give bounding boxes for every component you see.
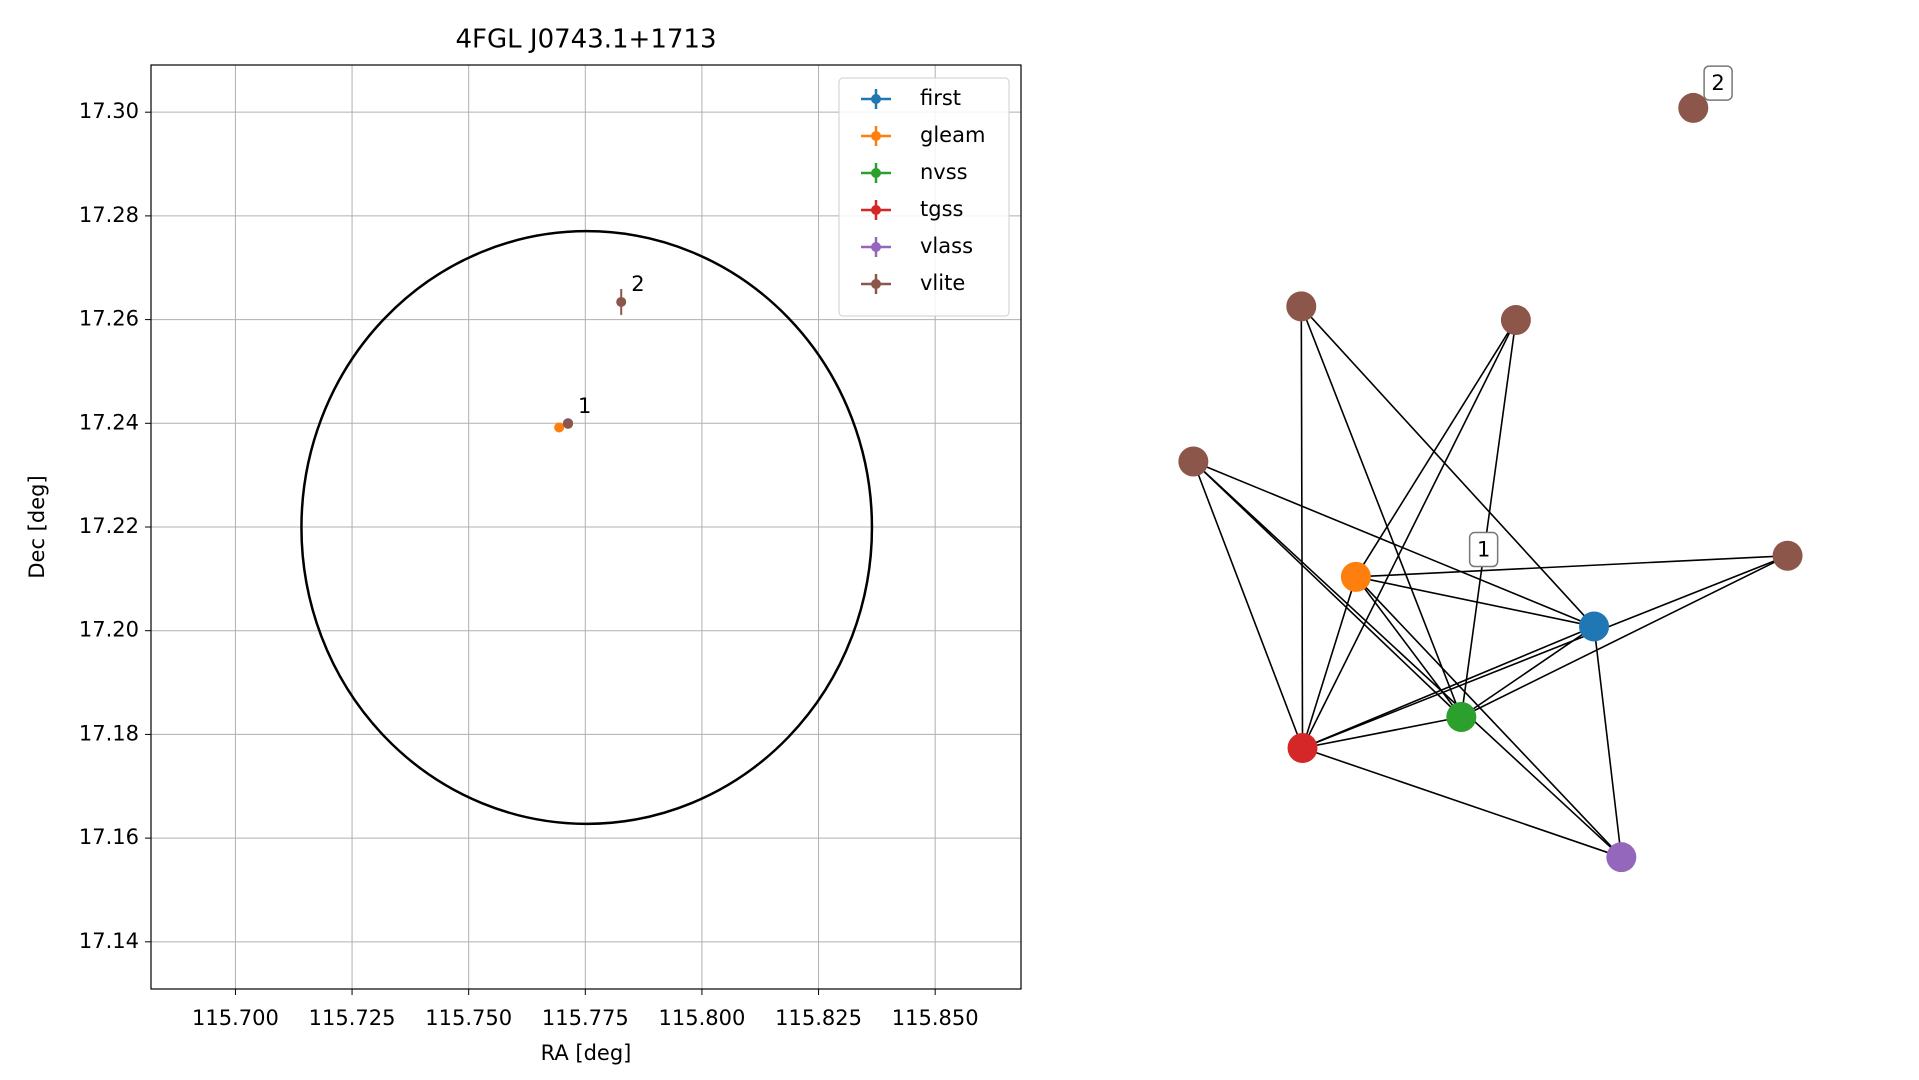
data-point (616, 296, 627, 307)
graph-edge (1302, 625, 1595, 749)
legend-marker (871, 131, 881, 141)
graph-edge (1355, 576, 1622, 858)
y-tick-label: 17.16 (79, 825, 139, 849)
graph-edge (1192, 461, 1304, 749)
graph-edge (1301, 319, 1517, 749)
graph-edge (1193, 460, 1595, 628)
graph-edge (1355, 319, 1517, 578)
legend-marker (871, 94, 881, 104)
graph-node (1579, 611, 1610, 642)
graph-node (1446, 702, 1477, 733)
legend-label: tgss (920, 197, 963, 221)
annotation: 1 (578, 394, 591, 418)
data-point (554, 422, 565, 433)
y-tick-label: 17.28 (79, 203, 139, 227)
y-tick-label: 17.24 (79, 410, 139, 434)
legend-box (838, 77, 1010, 317)
graph-edge (1192, 460, 1462, 718)
graph-node (1178, 446, 1209, 477)
x-tick-label: 115.700 (192, 1006, 279, 1030)
graph-node (1772, 540, 1803, 571)
chart-title: 4FGL J0743.1+1713 (456, 25, 717, 55)
graph-node (1606, 842, 1637, 873)
y-tick-label: 17.30 (79, 99, 139, 123)
legend-label: nvss (920, 160, 968, 184)
legend-marker (871, 168, 881, 178)
graph-edge (1355, 554, 1788, 578)
error-ellipse (300, 229, 874, 826)
y-tick-label: 17.18 (79, 721, 139, 745)
plot-frame (150, 64, 1022, 990)
legend-label: vlite (920, 271, 965, 295)
x-tick-label: 115.750 (425, 1006, 512, 1030)
x-tick-label: 115.725 (309, 1006, 396, 1030)
graph-edge (1302, 555, 1788, 749)
graph-edge (1302, 747, 1622, 858)
graph-edge (1460, 319, 1517, 718)
graph-edge (1460, 625, 1595, 718)
graph-edge (1302, 716, 1462, 749)
graph-node (1286, 291, 1317, 322)
y-tick-label: 17.14 (79, 929, 139, 953)
node-label: 2 (1711, 71, 1724, 95)
legend-marker (871, 279, 881, 289)
graph-edge (1300, 305, 1595, 627)
graph-edge (1593, 626, 1623, 858)
graph-node (1500, 305, 1531, 336)
y-axis-label: Dec [deg] (25, 475, 49, 578)
graph-node (1287, 733, 1318, 764)
graph-node (1340, 561, 1371, 592)
graph-edge (1300, 306, 1463, 718)
graph-edge (1300, 306, 1304, 749)
annotation: 2 (631, 272, 644, 296)
y-tick-label: 17.20 (79, 618, 139, 642)
x-tick-label: 115.800 (659, 1006, 746, 1030)
legend-label: first (920, 86, 961, 110)
graph-node (1678, 92, 1709, 123)
data-point (563, 418, 574, 429)
node-label-box (1468, 531, 1499, 568)
node-label: 1 (1477, 538, 1490, 562)
x-tick-label: 115.850 (892, 1006, 979, 1030)
legend-marker (871, 242, 881, 252)
legend-label: vlass (920, 234, 973, 258)
network-graph: 12 (1178, 65, 1803, 873)
graph-edge (1301, 576, 1357, 749)
y-tick-label: 17.26 (79, 307, 139, 331)
legend-label: gleam (920, 123, 985, 147)
x-tick-label: 115.775 (542, 1006, 629, 1030)
node-label-box (1703, 65, 1733, 101)
graph-edge (1192, 460, 1622, 858)
graph-edge (1460, 555, 1788, 718)
x-tick-label: 115.825 (775, 1006, 862, 1030)
graph-edge (1355, 576, 1595, 628)
legend-marker (871, 205, 881, 215)
x-axis-label: RA [deg] (541, 1041, 632, 1065)
y-tick-label: 17.22 (79, 514, 139, 538)
graph-edge (1355, 576, 1462, 718)
